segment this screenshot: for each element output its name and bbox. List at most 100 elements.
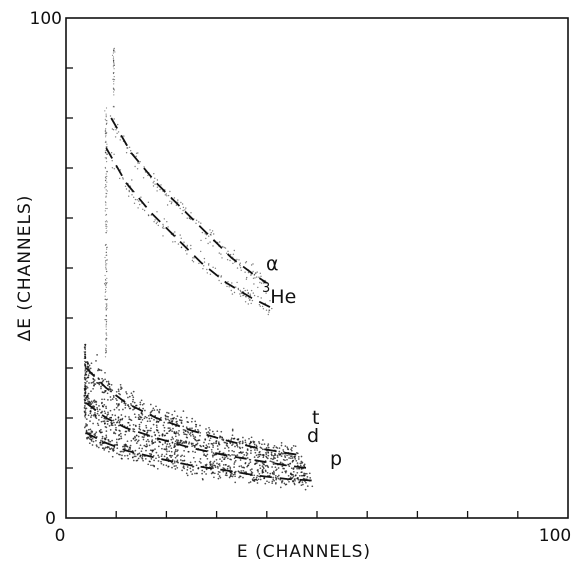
scatter-point: [106, 282, 108, 284]
scatter-point: [105, 290, 107, 292]
scatter-point: [84, 405, 86, 408]
scatter-point: [285, 483, 288, 486]
scatter-point: [281, 480, 283, 483]
scatter-point: [136, 199, 138, 201]
scatter-point: [132, 408, 134, 411]
scatter-point: [183, 440, 185, 443]
scatter-point: [284, 445, 287, 447]
scatter-point: [162, 424, 165, 427]
scatter-point: [113, 153, 115, 155]
scatter-point: [105, 426, 108, 429]
scatter-point: [139, 418, 141, 420]
scatter-point: [273, 479, 275, 482]
scatter-point: [261, 305, 264, 308]
scatter-point: [177, 199, 179, 201]
scatter-point: [145, 424, 147, 427]
scatter-point: [230, 437, 233, 440]
scatter-point: [119, 393, 121, 396]
y-tick-label-100: 100: [30, 9, 62, 29]
scatter-point: [245, 454, 248, 457]
scatter-point: [103, 403, 106, 406]
scatter-point: [157, 420, 160, 423]
scatter-point: [94, 432, 97, 435]
scatter-point: [180, 455, 182, 458]
scatter-point: [105, 333, 107, 335]
scatter-point: [114, 432, 117, 435]
scatter-point: [276, 459, 279, 462]
scatter-point: [239, 475, 242, 478]
scatter-point: [186, 217, 188, 219]
scatter-point: [85, 397, 88, 399]
scatter-point: [185, 249, 187, 252]
scatter-point: [292, 444, 295, 447]
scatter-point: [138, 452, 141, 455]
scatter-point: [151, 449, 154, 452]
scatter-point: [284, 459, 286, 462]
scatter-point: [187, 431, 190, 434]
scatter-point: [246, 276, 248, 279]
scatter-point: [168, 443, 171, 445]
scatter-point: [292, 468, 295, 470]
y-axis-title: ΔE (CHANNELS): [15, 195, 35, 342]
scatter-point: [228, 453, 230, 456]
scatter-point: [109, 440, 112, 443]
scatter-point: [153, 431, 156, 434]
scatter-point: [184, 433, 187, 436]
scatter-point: [217, 463, 220, 466]
scatter-point: [108, 450, 110, 453]
scatter-point: [156, 409, 159, 411]
scatter-point: [236, 444, 238, 446]
scatter-point: [226, 445, 229, 447]
scatter-point: [212, 467, 214, 469]
scatter-point: [231, 434, 234, 437]
scatter-point: [190, 442, 193, 445]
scatter-point: [107, 399, 109, 401]
scatter-point: [84, 391, 86, 393]
scatter-point: [257, 470, 259, 473]
scatter-point: [111, 128, 114, 130]
scatter-point: [135, 434, 138, 437]
scatter-point: [255, 444, 258, 447]
scatter-point: [105, 321, 108, 323]
scatter-point: [280, 442, 283, 444]
scatter-point: [153, 180, 155, 183]
scatter-point: [128, 416, 130, 418]
scatter-point: [266, 471, 269, 474]
scatter-point: [284, 456, 287, 459]
scatter-point: [301, 481, 304, 483]
scatter-point: [190, 244, 192, 247]
scatter-point: [174, 468, 177, 470]
scatter-point: [304, 488, 307, 491]
y-tick-label-0: 0: [45, 509, 56, 529]
scatter-point: [111, 414, 114, 416]
scatter-point: [113, 83, 115, 85]
scatter-point: [174, 450, 177, 453]
scatter-point: [112, 396, 115, 399]
scatter-point: [253, 443, 256, 446]
scatter-point: [113, 79, 116, 81]
scatter-point: [84, 381, 86, 384]
scatter-point: [193, 257, 195, 259]
scatter-point: [142, 208, 144, 210]
scatter-point: [217, 448, 219, 450]
scatter-point: [133, 401, 136, 404]
scatter-point: [129, 444, 132, 447]
scatter-point: [105, 243, 107, 246]
scatter-point: [92, 400, 95, 402]
scatter-point: [128, 453, 131, 455]
scatter-point: [202, 478, 204, 481]
scatter-point: [265, 451, 267, 454]
scatter-point: [196, 442, 199, 445]
scatter-point: [85, 371, 88, 373]
scatter-point: [276, 454, 279, 457]
scatter-point: [225, 252, 228, 254]
scatter-point: [112, 66, 114, 68]
locus-line-α: [110, 117, 268, 284]
scatter-point: [104, 256, 106, 259]
scatter-point: [229, 474, 232, 476]
scatter-point: [213, 433, 215, 435]
scatter-point: [104, 298, 106, 300]
scatter-point: [290, 472, 292, 475]
scatter-point: [272, 470, 275, 473]
scatter-point: [185, 472, 188, 475]
